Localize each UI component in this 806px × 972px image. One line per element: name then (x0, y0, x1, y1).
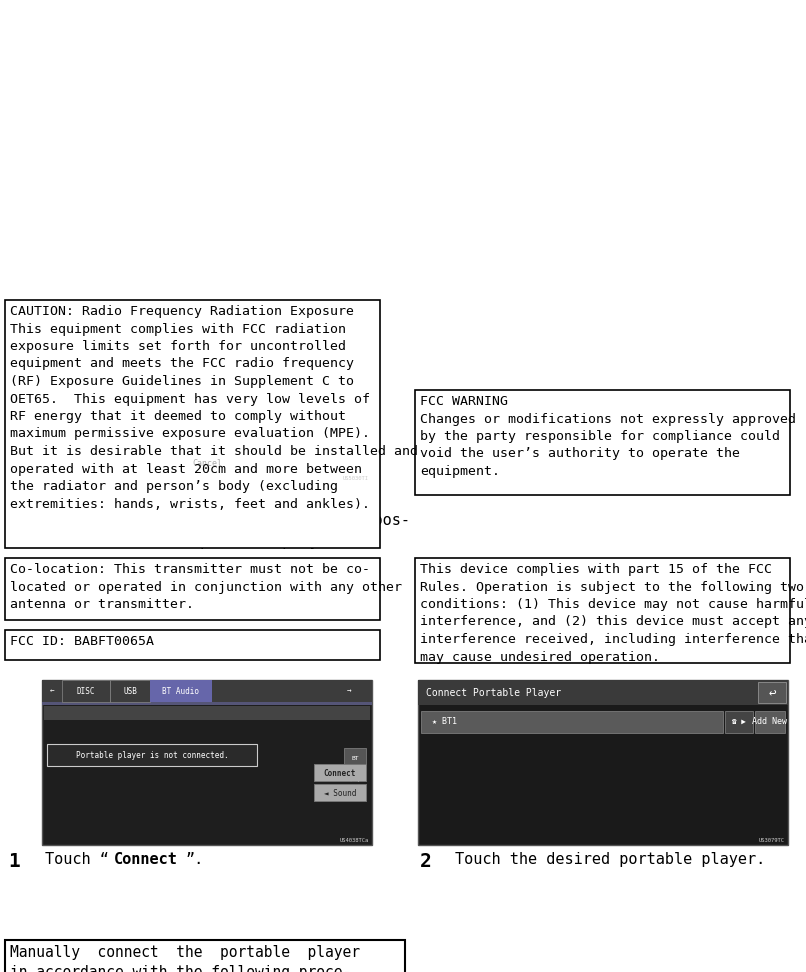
Bar (415, 558, 790, 663)
Bar (42, 339, 372, 341)
Text: Co-location: This transmitter must not be co-
located or operated in conjunction: Co-location: This transmitter must not b… (10, 563, 402, 611)
Text: USB: USB (123, 686, 137, 696)
Bar (5, 300, 380, 548)
Bar (314, 784, 366, 801)
Text: ★ BT1: ★ BT1 (432, 717, 457, 726)
Text: ● /: ● / (349, 776, 361, 782)
Bar (5, 558, 380, 620)
Text: Connect Bluetooth: Connect Bluetooth (50, 321, 150, 330)
Bar (110, 680, 150, 702)
Bar (415, 390, 790, 495)
Bar (344, 748, 366, 770)
Text: US4038TCa: US4038TCa (340, 838, 369, 843)
Text: ↩: ↩ (768, 686, 775, 699)
Bar (42, 313, 372, 483)
Text: Cancel: Cancel (192, 460, 222, 469)
Bar (725, 711, 753, 733)
Text: ◄ Sound: ◄ Sound (324, 788, 356, 797)
Bar (42, 680, 372, 845)
Bar (758, 682, 786, 703)
Text: Connect Portable Player: Connect Portable Player (426, 687, 561, 698)
Bar (418, 680, 788, 845)
Text: Connect: Connect (114, 852, 178, 867)
Text: ☎ ▶: ☎ ▶ (732, 717, 746, 726)
Bar (62, 680, 110, 702)
Text: 1: 1 (8, 852, 20, 871)
Text: ←: ← (50, 686, 54, 696)
Bar (5, 630, 380, 660)
Bar (42, 680, 62, 702)
Text: FCC ID: BABFT0065A: FCC ID: BABFT0065A (10, 635, 154, 648)
Text: ”.: ”. (185, 852, 203, 867)
Text: 3: 3 (8, 492, 20, 511)
Text: 2: 2 (420, 852, 432, 871)
Bar (42, 680, 372, 702)
Text: When  the  connection  is  completed,
this screen is displayed. It is now pos-
s: When the connection is completed, this s… (45, 492, 410, 549)
Bar (5, 940, 405, 972)
Text: US5030TI: US5030TI (343, 476, 369, 481)
Text: →: → (347, 686, 351, 696)
Bar (42, 313, 372, 338)
Text: US3079TC: US3079TC (759, 838, 785, 843)
Bar (755, 711, 785, 733)
Bar (50, 397, 364, 417)
Text: Manually  connect  the  portable  player
in accordance with the following proce-: Manually connect the portable player in … (10, 945, 360, 972)
Bar (47, 744, 257, 766)
Text: Portable player is not connected.: Portable player is not connected. (76, 750, 228, 759)
Text: Audio : Connection Completed: Audio : Connection Completed (142, 402, 272, 411)
Text: DISC: DISC (77, 686, 95, 696)
Text: Connect: Connect (324, 769, 356, 778)
Text: FCC WARNING
Changes or modifications not expressly approved
by the party respons: FCC WARNING Changes or modifications not… (420, 395, 796, 478)
Text: Touch the desired portable player.: Touch the desired portable player. (455, 852, 765, 867)
Text: Add New: Add New (753, 717, 787, 726)
Bar (50, 373, 364, 395)
Bar (337, 680, 362, 702)
Text: BT: BT (351, 756, 359, 761)
Bar (162, 455, 252, 473)
Text: BT Audio: BT Audio (163, 686, 200, 696)
Bar (314, 764, 366, 781)
Bar (44, 706, 370, 720)
Text: Bluetooth device connection successful.: Bluetooth device connection successful. (117, 379, 297, 389)
Text: CAUTION: Radio Frequency Radiation Exposure
This equipment complies with FCC rad: CAUTION: Radio Frequency Radiation Expos… (10, 305, 418, 510)
Bar (42, 702, 372, 705)
Bar (418, 680, 788, 705)
Bar (150, 680, 212, 702)
Bar (421, 711, 723, 733)
Text: This device complies with part 15 of the FCC
Rules. Operation is subject to the : This device complies with part 15 of the… (420, 563, 806, 664)
Text: Touch “: Touch “ (45, 852, 109, 867)
